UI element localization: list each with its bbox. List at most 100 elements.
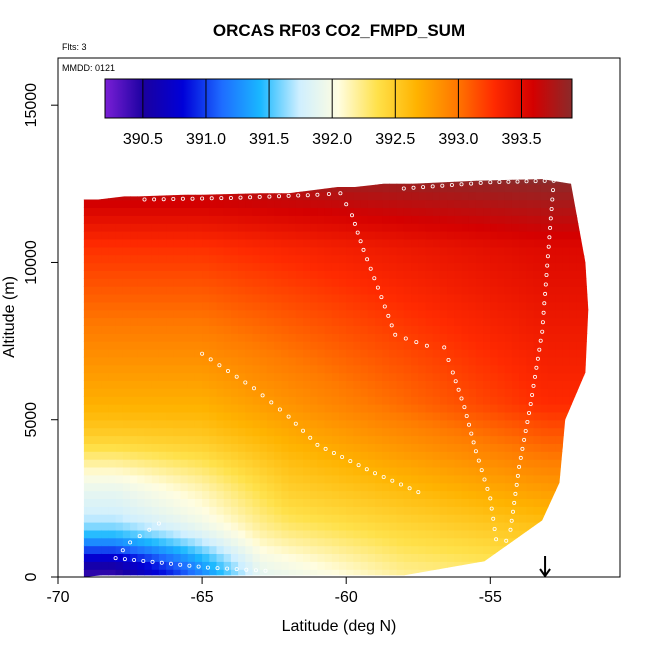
heatmap-cell bbox=[209, 286, 218, 295]
heatmap-cell bbox=[389, 325, 398, 334]
heatmap-cell bbox=[202, 301, 210, 311]
heatmap-cell bbox=[187, 301, 196, 311]
track-point bbox=[440, 183, 445, 188]
heatmap-cell bbox=[274, 270, 282, 279]
heatmap-cell bbox=[274, 396, 282, 405]
heatmap-cell bbox=[490, 231, 499, 240]
heatmap-cell bbox=[252, 207, 261, 216]
heatmap-cell bbox=[526, 514, 535, 523]
heatmap-cell bbox=[418, 215, 427, 224]
heatmap-cell bbox=[418, 270, 427, 279]
heatmap-cell bbox=[324, 270, 333, 279]
heatmap-cell bbox=[83, 262, 88, 271]
heatmap-cell bbox=[375, 514, 383, 523]
heatmap-cell bbox=[475, 349, 484, 358]
heatmap-cell bbox=[555, 301, 563, 311]
heatmap-cell bbox=[274, 293, 282, 303]
heatmap-cell bbox=[230, 404, 239, 413]
heatmap-cell bbox=[303, 388, 311, 397]
heatmap-cell bbox=[555, 183, 563, 193]
heatmap-cell bbox=[230, 443, 239, 452]
heatmap-cell bbox=[375, 443, 383, 452]
heatmap-cell bbox=[94, 333, 102, 342]
heatmap-cell bbox=[101, 372, 109, 381]
heatmap-cell bbox=[360, 349, 369, 358]
heatmap-cell bbox=[396, 419, 405, 429]
heatmap-cell bbox=[447, 341, 455, 350]
heatmap-cell bbox=[115, 207, 124, 216]
heatmap-cell bbox=[511, 356, 520, 366]
heatmap-cell bbox=[331, 349, 340, 358]
heatmap-cell bbox=[202, 474, 210, 484]
heatmap-cell bbox=[519, 179, 527, 185]
heatmap-cell bbox=[202, 435, 210, 444]
heatmap-cell bbox=[360, 466, 369, 476]
heatmap-cell bbox=[202, 396, 210, 405]
heatmap-cell bbox=[281, 380, 290, 389]
heatmap-cell bbox=[230, 529, 239, 539]
heatmap-cell bbox=[490, 286, 499, 295]
heatmap-cell bbox=[130, 262, 138, 271]
heatmap-cell bbox=[281, 364, 290, 374]
heatmap-cell bbox=[281, 254, 290, 264]
heatmap-cell bbox=[303, 482, 311, 492]
heatmap-cell bbox=[216, 309, 225, 319]
heatmap-cell bbox=[339, 411, 347, 421]
heatmap-cell bbox=[461, 293, 470, 303]
heatmap-cell bbox=[101, 349, 109, 358]
heatmap-cell bbox=[447, 427, 455, 437]
heatmap-cell bbox=[317, 404, 326, 413]
heatmap-cell bbox=[288, 451, 297, 460]
heatmap-cell bbox=[295, 231, 304, 240]
heatmap-cell bbox=[310, 411, 318, 421]
heatmap-cell bbox=[288, 388, 297, 397]
heatmap-cell bbox=[353, 427, 362, 437]
heatmap-cell bbox=[475, 506, 484, 515]
heatmap-cell bbox=[281, 451, 290, 460]
heatmap-cell bbox=[360, 341, 369, 350]
heatmap-cell bbox=[497, 183, 506, 193]
heatmap-cell bbox=[310, 301, 318, 311]
heatmap-cell bbox=[447, 364, 455, 374]
heatmap-cell bbox=[166, 372, 174, 381]
heatmap-cell bbox=[526, 278, 535, 287]
heatmap-cell bbox=[230, 215, 239, 224]
heatmap-cell bbox=[230, 474, 239, 484]
track-point bbox=[515, 473, 520, 478]
heatmap-cell bbox=[540, 498, 549, 507]
heatmap-cell bbox=[454, 191, 463, 201]
heatmap-cell bbox=[230, 278, 239, 287]
heatmap-cell bbox=[569, 278, 578, 287]
track-point bbox=[424, 343, 429, 348]
heatmap-cell bbox=[339, 435, 347, 444]
heatmap-cell bbox=[490, 349, 499, 358]
heatmap-cell bbox=[108, 411, 117, 421]
heatmap-cell bbox=[454, 270, 463, 279]
heatmap-cell bbox=[331, 514, 340, 523]
heatmap-cell bbox=[353, 223, 362, 232]
heatmap-cell bbox=[425, 341, 434, 350]
heatmap-cell bbox=[158, 333, 167, 342]
heatmap-cell bbox=[396, 435, 405, 444]
heatmap-cell bbox=[115, 349, 124, 358]
heatmap-cell bbox=[490, 341, 499, 350]
heatmap-cell bbox=[245, 569, 254, 577]
heatmap-cell bbox=[202, 490, 210, 499]
heatmap-cell bbox=[382, 561, 390, 570]
heatmap-cell bbox=[353, 451, 362, 460]
track-point bbox=[545, 254, 550, 259]
heatmap-cell bbox=[223, 506, 232, 515]
heatmap-cell bbox=[475, 419, 484, 429]
heatmap-cell bbox=[497, 529, 506, 539]
heatmap-cell bbox=[101, 443, 109, 452]
heatmap-cell bbox=[519, 191, 527, 201]
heatmap-cell bbox=[339, 286, 347, 295]
heatmap-cell bbox=[180, 537, 189, 547]
heatmap-cell bbox=[403, 435, 412, 444]
heatmap-cell bbox=[389, 278, 398, 287]
track-point bbox=[449, 182, 454, 187]
heatmap-cell bbox=[115, 396, 124, 405]
track-point bbox=[361, 247, 366, 252]
heatmap-cell bbox=[367, 207, 376, 216]
heatmap-cell bbox=[418, 514, 427, 523]
